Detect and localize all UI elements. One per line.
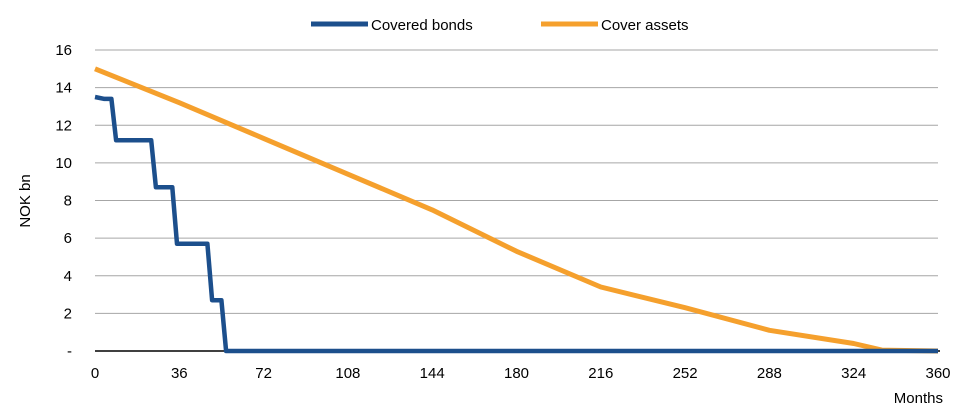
y-tick-label-3: 6 xyxy=(64,230,72,247)
legend-label-cover-assets: Cover assets xyxy=(601,17,689,34)
x-tick-label-1: 36 xyxy=(171,365,188,382)
series-line-cover-assets xyxy=(94,66,939,354)
x-axis-ticks: 0 36 72 108 144 180 216 252 288 324 360 xyxy=(91,365,951,382)
x-tick-label-10: 360 xyxy=(925,365,950,382)
x-tick-label-2: 72 xyxy=(255,365,272,382)
y-tick-label-6: 12 xyxy=(55,117,72,134)
x-tick-label-7: 252 xyxy=(673,365,698,382)
x-tick-label-8: 288 xyxy=(757,365,782,382)
y-axis-ticks: - 2 4 6 8 10 12 14 16 xyxy=(55,42,72,360)
series-group xyxy=(94,66,939,354)
y-tick-label-5: 10 xyxy=(55,155,72,172)
legend: Covered bonds Cover assets xyxy=(311,17,689,34)
legend-label-covered-bonds: Covered bonds xyxy=(371,17,473,34)
x-tick-label-9: 324 xyxy=(841,365,866,382)
series-line-covered-bonds xyxy=(94,94,938,354)
y-tick-label-4: 8 xyxy=(64,193,72,210)
y-tick-label-0: - xyxy=(67,343,72,360)
x-tick-label-0: 0 xyxy=(91,365,99,382)
x-tick-label-6: 216 xyxy=(588,365,613,382)
x-tick-label-5: 180 xyxy=(504,365,529,382)
y-tick-label-7: 14 xyxy=(55,80,72,97)
y-tick-label-1: 2 xyxy=(64,305,72,322)
x-axis-label: Months xyxy=(894,390,943,407)
gridlines xyxy=(95,49,938,314)
y-axis-label: NOK bn xyxy=(17,174,34,227)
x-tick-label-4: 144 xyxy=(420,365,445,382)
x-tick-label-3: 108 xyxy=(335,365,360,382)
y-tick-label-2: 4 xyxy=(64,268,72,285)
y-tick-label-8: 16 xyxy=(55,42,72,59)
